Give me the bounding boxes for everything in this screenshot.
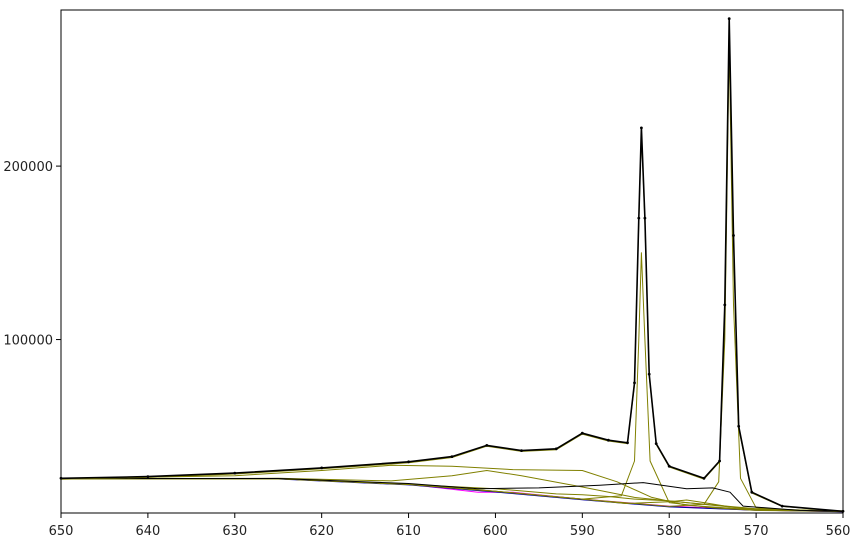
data-point-17 bbox=[654, 442, 658, 445]
data-point-6 bbox=[485, 444, 489, 447]
data-point-4 bbox=[407, 460, 410, 464]
data-point-0 bbox=[59, 476, 63, 480]
x-tick-label-580: 580 bbox=[657, 524, 682, 539]
x-tick-label-560: 560 bbox=[826, 524, 851, 539]
data-point-14 bbox=[640, 126, 643, 130]
data-point-22 bbox=[727, 17, 731, 21]
y-axis-ticks: 100000 200000 bbox=[3, 160, 61, 349]
x-axis-ticks: 650 640 630 620 610 600 590 580 570 560 bbox=[49, 513, 851, 539]
series-line-component-8 bbox=[61, 478, 844, 512]
x-tick-label-610: 610 bbox=[396, 524, 421, 539]
y-tick-label-200000: 200000 bbox=[3, 160, 53, 175]
data-point-10 bbox=[607, 438, 610, 442]
data-point-15 bbox=[643, 216, 647, 220]
series-layer bbox=[59, 17, 845, 513]
data-point-24 bbox=[737, 424, 741, 428]
data-point-23 bbox=[732, 234, 735, 237]
data-point-9 bbox=[580, 431, 584, 435]
data-point-2 bbox=[233, 471, 237, 475]
data-point-25 bbox=[750, 490, 754, 494]
data-point-27 bbox=[841, 509, 845, 513]
series-line-component-7 bbox=[61, 44, 844, 512]
x-tick-label-650: 650 bbox=[49, 524, 74, 539]
data-point-1 bbox=[146, 475, 150, 478]
data-point-12 bbox=[633, 381, 636, 385]
data-point-7 bbox=[520, 449, 523, 452]
data-point-26 bbox=[780, 504, 784, 508]
data-point-13 bbox=[637, 216, 641, 220]
data-point-8 bbox=[554, 447, 558, 451]
data-point-21 bbox=[723, 303, 727, 307]
y-tick-label-100000: 100000 bbox=[3, 334, 53, 349]
x-tick-label-620: 620 bbox=[309, 524, 334, 539]
data-point-3 bbox=[320, 466, 324, 470]
data-point-11 bbox=[626, 441, 629, 445]
series-line-measured-0 bbox=[60, 17, 844, 513]
data-point-16 bbox=[647, 372, 651, 376]
data-point-19 bbox=[702, 476, 706, 480]
x-tick-label-590: 590 bbox=[570, 524, 595, 539]
x-tick-label-570: 570 bbox=[744, 524, 769, 539]
data-point-20 bbox=[718, 459, 721, 463]
data-point-5 bbox=[450, 455, 454, 458]
x-tick-label-640: 640 bbox=[135, 524, 160, 539]
x-tick-label-630: 630 bbox=[222, 524, 247, 539]
plot-frame bbox=[60, 9, 844, 514]
x-tick-label-600: 600 bbox=[483, 524, 508, 539]
data-point-18 bbox=[667, 464, 671, 468]
